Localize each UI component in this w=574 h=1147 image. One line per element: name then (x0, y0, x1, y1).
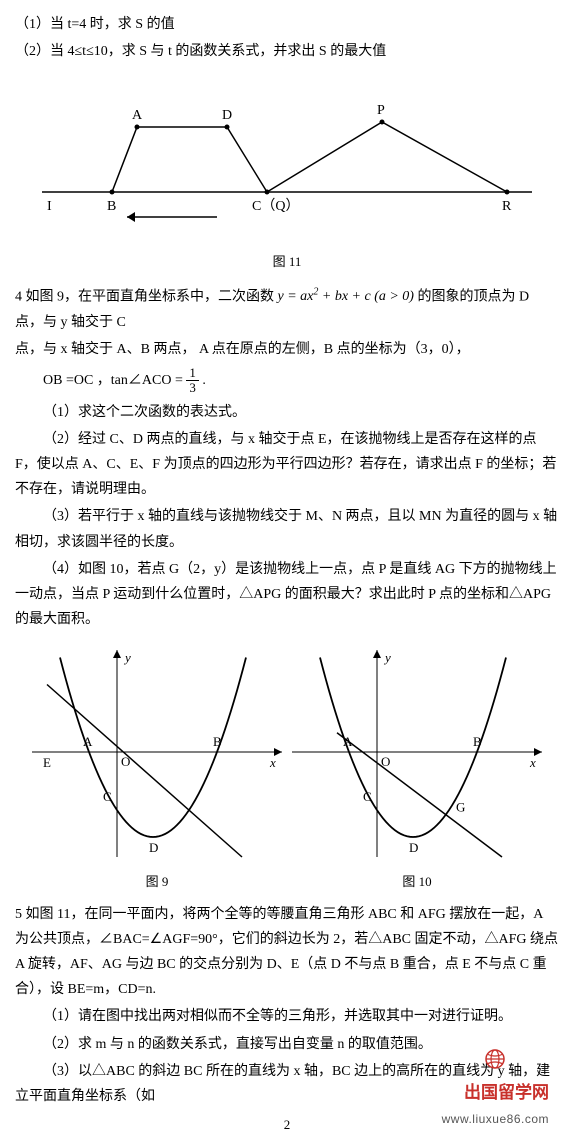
svg-text:I: I (47, 199, 52, 214)
fraction: 13 (186, 366, 199, 396)
svg-text:B: B (473, 734, 482, 749)
svg-text:C（Q）: C（Q） (252, 198, 299, 214)
q-pre-2: （2）当 4≤t≤10，求 S 与 t 的函数关系式，并求出 S 的最大值 (15, 39, 559, 64)
svg-text:R: R (502, 199, 512, 214)
p4-q2: （2）经过 C、D 两点的直线，与 x 轴交于点 E，在该抛物线上是否存在这样的… (15, 427, 559, 503)
page: { "q_pre": { "l1": "（1）当 t=4 时，求 S 的值", … (15, 12, 559, 1137)
p4-graphs: O A B C Dx y E 图 9 O A B C Dx y G 图 10 (15, 634, 559, 893)
figure-9: O A B C Dx y E (27, 642, 287, 862)
watermark-en: www.liuxue86.com (442, 1109, 549, 1131)
figure-9-caption: 图 9 (27, 870, 287, 893)
svg-text:x: x (529, 755, 536, 770)
p4-func: y = ax2 + bx + c (a > 0) (278, 289, 414, 304)
p4-q1: （1）求这个二次函数的表达式。 (15, 400, 559, 425)
svg-text:B: B (213, 734, 222, 749)
p4-head-a: 4 如图 9，在平面直角坐标系中，二次函数 (15, 289, 278, 304)
svg-text:D: D (149, 840, 158, 855)
svg-text:E: E (43, 755, 51, 770)
svg-text:A: A (132, 108, 143, 123)
svg-text:C: C (363, 789, 372, 804)
svg-text:x: x (269, 755, 276, 770)
p5-head: 5 如图 11，在同一平面内，将两个全等的等腰直角三角形 ABC 和 AFG 摆… (15, 902, 559, 1003)
svg-text:A: A (83, 734, 93, 749)
svg-text:O: O (121, 754, 130, 769)
figure-11: I B A D C（Q） P R (37, 72, 537, 242)
p4-l2: 点，与 x 轴交于 A、B 两点， A 点在原点的左侧，B 点的坐标为（3，0）… (15, 337, 559, 362)
figure-10: O A B C Dx y G (287, 642, 547, 862)
watermark-cn: 出国留学网 (442, 1048, 549, 1109)
p4-q4: （4）如图 10，若点 G（2，y）是该抛物线上一点，点 P 是直线 AG 下方… (15, 557, 559, 633)
svg-text:B: B (107, 199, 116, 214)
svg-text:C: C (103, 789, 112, 804)
figure-11-caption: 图 11 (15, 250, 559, 273)
svg-text:D: D (222, 108, 232, 123)
figure-10-caption: 图 10 (287, 870, 547, 893)
watermark: 出国留学网 www.liuxue86.com (442, 1040, 549, 1130)
svg-text:D: D (409, 840, 418, 855)
svg-text:y: y (123, 650, 131, 665)
q-pre-1: （1）当 t=4 时，求 S 的值 (15, 12, 559, 37)
globe-icon (484, 1048, 506, 1070)
p5-q1: （1）请在图中找出两对相似而不全等的三角形，并选取其中一对进行证明。 (15, 1004, 559, 1029)
svg-text:y: y (383, 650, 391, 665)
svg-text:G: G (456, 800, 465, 815)
svg-text:P: P (377, 103, 385, 118)
p4-l3: OB =OC ，tan∠ACO = 13 . (43, 366, 559, 396)
p4-q3: （3）若平行于 x 轴的直线与该抛物线交于 M、N 两点，且以 MN 为直径的圆… (15, 504, 559, 554)
p4-head: 4 如图 9，在平面直角坐标系中，二次函数 y = ax2 + bx + c (… (15, 284, 559, 335)
svg-text:O: O (381, 754, 390, 769)
svg-text:A: A (343, 734, 353, 749)
